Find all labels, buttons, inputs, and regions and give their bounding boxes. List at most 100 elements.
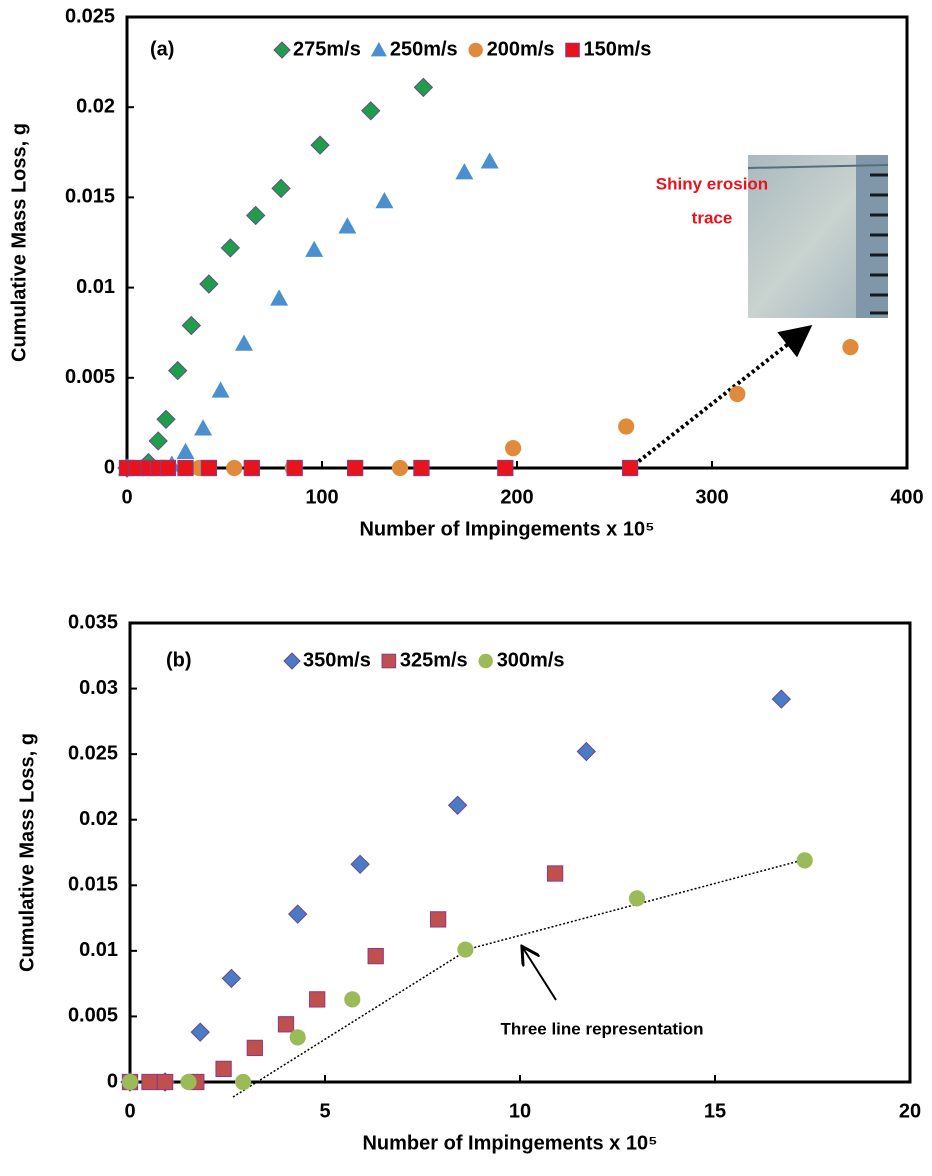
marker-triangle [370, 42, 387, 57]
marker-circle [504, 440, 522, 457]
x-axis-title: Number of Impingements x 10⁵ [359, 518, 654, 540]
y-tick-label: 0.02 [76, 95, 115, 117]
y-tick-label: 0.01 [76, 276, 115, 298]
marker-diamond [221, 968, 242, 989]
marker-square [381, 653, 397, 669]
marker-square [243, 459, 260, 477]
x-axis-title: Number of Impingements x 10⁵ [362, 1132, 657, 1154]
marker-diamond [447, 795, 468, 815]
marker-square [159, 459, 177, 477]
legend-label: 275m/s [293, 38, 361, 60]
marker-diamond [771, 689, 792, 709]
marker-triangle [338, 217, 357, 234]
marker-diamond [287, 904, 308, 924]
y-tick-label: 0.02 [79, 808, 118, 830]
marker-circle [289, 1029, 306, 1046]
marker-square [565, 42, 580, 58]
marker-circle [235, 1073, 252, 1091]
y-tick-label: 0.005 [65, 366, 115, 388]
marker-triangle [211, 381, 230, 398]
marker-square [215, 1060, 232, 1078]
marker-square [546, 865, 564, 882]
marker-circle [796, 852, 813, 869]
x-tick-label: 20 [899, 1100, 921, 1122]
marker-circle [457, 941, 474, 958]
x-tick-label: 300 [695, 486, 728, 508]
y-axis-title: Cumulative Mass Loss, g [8, 123, 30, 362]
marker-diamond [167, 360, 188, 381]
marker-circle [391, 459, 409, 477]
marker-diamond [148, 431, 168, 451]
x-tick-label: 0 [121, 486, 132, 508]
marker-diamond [245, 205, 266, 226]
y-tick-label: 0.025 [65, 5, 115, 27]
marker-square [246, 1039, 263, 1057]
marker-diamond [190, 1022, 210, 1042]
erosion-photo [747, 155, 889, 318]
plot-area [128, 621, 912, 1084]
marker-diamond [220, 238, 241, 258]
legend-label: 250m/s [390, 38, 458, 60]
y-tick-label: 0.005 [68, 1005, 118, 1027]
marker-circle [729, 385, 746, 403]
marker-diamond [181, 315, 202, 336]
marker-square [497, 459, 514, 477]
marker-circle [618, 418, 635, 435]
marker-triangle [176, 442, 195, 459]
annotation: Three line representation [500, 1019, 703, 1038]
marker-diamond [271, 178, 291, 199]
marker-triangle [455, 163, 474, 180]
y-tick-label: 0.015 [68, 874, 118, 896]
annotation: Shiny erosion [656, 174, 768, 193]
marker-square [177, 459, 194, 477]
marker-circle [842, 339, 859, 356]
legend-label: 200m/s [487, 38, 555, 60]
marker-square [621, 459, 639, 477]
marker-diamond [199, 274, 219, 294]
legend-label: 150m/s [584, 38, 652, 60]
marker-circle [180, 1073, 197, 1091]
x-tick-label: 400 [890, 486, 923, 508]
marker-circle [226, 459, 243, 477]
y-tick-label: 0.035 [68, 611, 118, 633]
x-tick-label: 100 [305, 486, 338, 508]
marker-square [200, 459, 218, 477]
y-tick-label: 0 [104, 456, 115, 478]
marker-diamond [576, 741, 597, 762]
y-axis-title: Cumulative Mass Loss, g [16, 733, 38, 972]
marker-diamond [361, 101, 381, 121]
marker-diamond [350, 854, 370, 875]
marker-square [156, 1073, 174, 1091]
marker-triangle [235, 334, 253, 351]
legend-label: 300m/s [497, 649, 565, 671]
annotation: trace [692, 208, 733, 227]
marker-diamond [283, 652, 301, 670]
marker-square [347, 459, 364, 477]
x-tick-label: 0 [124, 1100, 135, 1122]
panel-label: (b) [166, 649, 192, 671]
marker-square [141, 1073, 158, 1091]
marker-square [286, 459, 303, 477]
y-tick-label: 0.025 [68, 742, 118, 764]
marker-diamond [273, 41, 291, 59]
marker-diamond [156, 409, 176, 429]
marker-circle [121, 1073, 139, 1091]
x-tick-label: 15 [704, 1100, 726, 1122]
y-tick-label: 0 [107, 1070, 118, 1092]
marker-triangle [480, 152, 499, 169]
marker-circle [628, 890, 646, 907]
marker-triangle [194, 419, 213, 436]
marker-triangle [305, 240, 324, 257]
panel-label: (a) [150, 38, 174, 60]
x-tick-label: 5 [319, 1100, 330, 1122]
marker-circle [344, 991, 361, 1008]
marker-square [367, 947, 384, 965]
y-tick-label: 0.015 [65, 186, 115, 208]
y-tick-label: 0.03 [79, 677, 118, 699]
marker-square [277, 1016, 295, 1033]
marker-diamond [413, 77, 434, 98]
marker-circle [478, 653, 493, 669]
legend-label: 325m/s [400, 649, 468, 671]
annotation-arrow [523, 948, 557, 1001]
